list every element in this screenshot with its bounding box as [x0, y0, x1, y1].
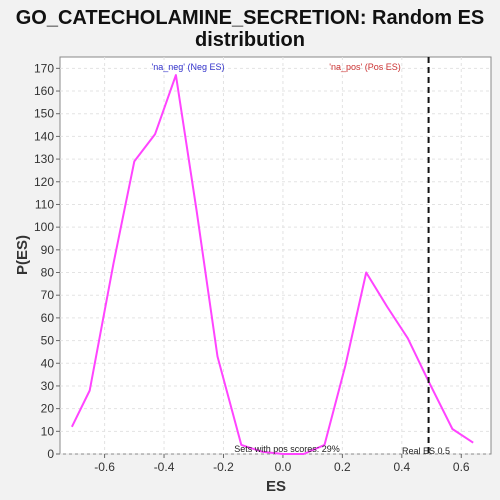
x-tick-label: 0.4 — [393, 460, 410, 474]
y-tick-label: 80 — [41, 266, 55, 280]
y-tick-label: 30 — [41, 379, 55, 393]
real-es-annotation: Real ES 0.5 — [402, 446, 450, 456]
chart-title-line-2: distribution — [195, 29, 305, 51]
y-tick-label: 110 — [35, 197, 54, 211]
plot-area — [59, 56, 492, 455]
x-tick-label: -0.2 — [213, 460, 234, 474]
x-tick-label: 0.6 — [453, 460, 470, 474]
pos-scores-annotation: Sets with pos scores: 29% — [234, 444, 340, 454]
y-tick-label: 140 — [34, 129, 54, 143]
y-axis-label: P(ES) — [14, 235, 31, 275]
y-tick-label: 130 — [34, 152, 54, 166]
pos-es-label: 'na_pos' (Pos ES) — [329, 62, 400, 72]
grid-lines — [60, 57, 491, 455]
y-tick-label: 50 — [41, 334, 55, 348]
x-tick-label: -0.6 — [94, 460, 115, 474]
y-tick-label: 170 — [34, 61, 54, 75]
y-tick-label: 90 — [41, 243, 55, 257]
y-axis-ticks: 0 10 20 30 40 50 60 70 80 90 100 110 120 130 140 150 160… — [34, 61, 60, 461]
series-layer — [71, 74, 474, 455]
y-tick-label: 10 — [41, 424, 55, 438]
y-tick-label: 100 — [34, 220, 54, 234]
x-tick-label: -0.4 — [154, 460, 175, 474]
y-tick-label: 40 — [41, 356, 55, 370]
y-tick-label: 160 — [34, 84, 54, 98]
y-tick-label: 0 — [47, 447, 54, 461]
chart-title-line-1: GO_CATECHOLAMINE_SECRETION: Random ES — [16, 7, 485, 29]
y-tick-label: 70 — [41, 288, 55, 302]
y-tick-label: 150 — [34, 107, 54, 121]
y-tick-label: 120 — [34, 175, 54, 189]
neg-es-label: 'na_neg' (Neg ES) — [152, 62, 225, 72]
x-axis-label: ES — [266, 478, 286, 495]
x-tick-label: 0.0 — [275, 460, 292, 474]
y-tick-label: 60 — [41, 311, 55, 325]
y-tick-label: 20 — [41, 402, 55, 416]
es-distribution-line — [71, 74, 474, 455]
x-tick-label: 0.2 — [334, 460, 351, 474]
x-axis-ticks: -0.6 -0.4 -0.2 0.0 0.2 0.4 0.6 — [94, 454, 470, 474]
